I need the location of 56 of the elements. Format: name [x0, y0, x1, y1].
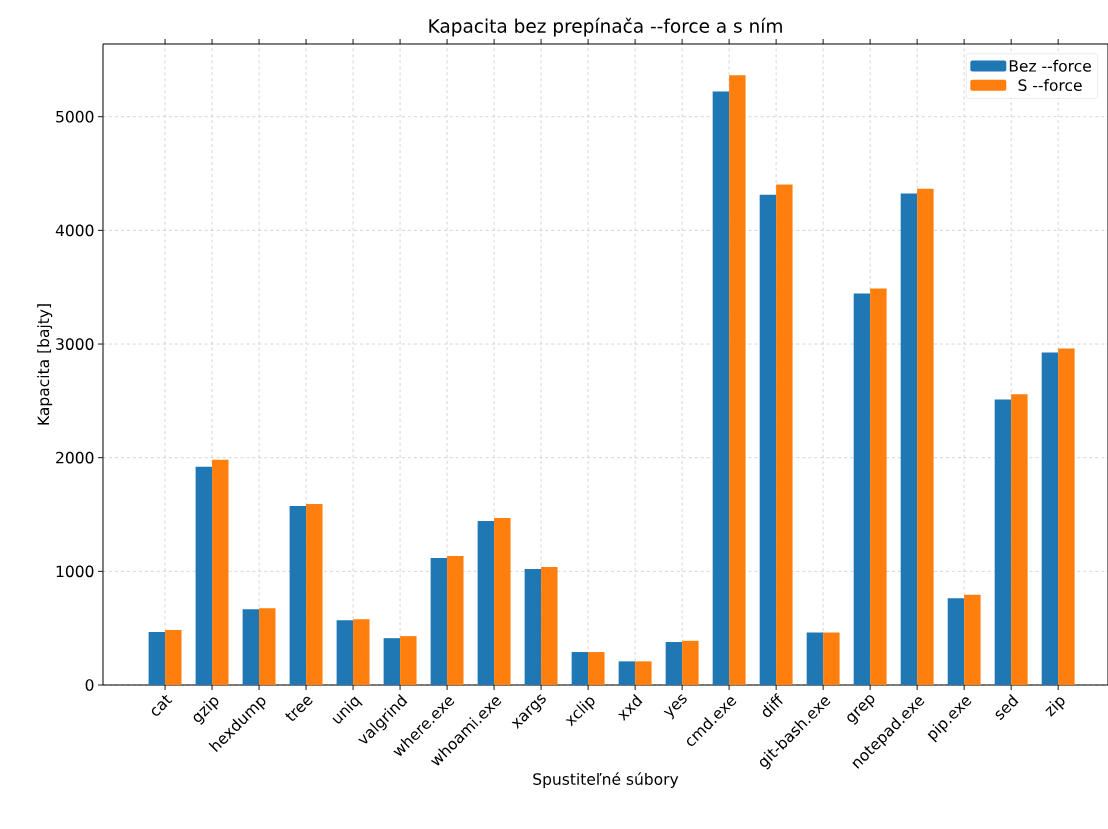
bar: [148, 632, 166, 685]
bar: [242, 609, 260, 685]
y-tick-label: 3000: [56, 338, 94, 350]
bar: [900, 193, 918, 685]
x-tick-label: yes: [663, 694, 687, 720]
bar: [212, 459, 229, 685]
bar: [477, 521, 495, 685]
bar: [947, 598, 965, 685]
bar: [289, 505, 307, 685]
bar: [618, 661, 636, 685]
y-tick-label: 4000: [55, 224, 94, 237]
bar: [571, 652, 589, 685]
legend-label: S --force: [1018, 79, 1082, 92]
bar: [1041, 352, 1059, 685]
bar: [994, 399, 1012, 685]
y-tick-label: 1000: [56, 565, 94, 578]
bar: [853, 293, 871, 685]
bar: [823, 632, 840, 685]
x-tick-label: sed: [995, 694, 1019, 721]
bar: [165, 630, 182, 685]
bar: [336, 620, 354, 685]
x-tick-label: zip: [1045, 697, 1065, 717]
bar: [806, 632, 824, 685]
bar: [400, 636, 417, 685]
x-tick-label: cat: [151, 695, 173, 716]
bar: [353, 619, 370, 685]
bar: [964, 594, 981, 685]
bar: [729, 75, 746, 685]
bar: [759, 194, 777, 685]
y-tick-label: 5000: [56, 110, 94, 123]
bar: [635, 661, 652, 685]
chart-title: Kapacita bez prepínača --force a s ním: [429, 17, 782, 37]
bar: [447, 556, 464, 685]
legend-label: Bez --force: [1009, 59, 1091, 72]
bar: [524, 569, 542, 685]
bar: [1058, 348, 1075, 685]
x-axis-title: Spustiteľné súbory: [533, 772, 679, 788]
bar: [588, 652, 605, 685]
x-tick-label: tree: [285, 696, 313, 721]
bar: [430, 558, 448, 685]
bar: [712, 91, 730, 685]
bar: [917, 188, 934, 685]
y-tick-label: 2000: [56, 451, 94, 464]
bar: [776, 184, 793, 685]
bar: [195, 466, 213, 685]
bar: [870, 288, 887, 685]
bar: [383, 638, 401, 685]
bar: [682, 640, 699, 685]
y-axis-title: Kapacita [bajty]: [37, 304, 53, 425]
bar: [665, 642, 683, 685]
bar: [494, 518, 511, 685]
bar: [306, 503, 323, 685]
bar: [259, 608, 276, 685]
bar: [1011, 394, 1028, 685]
bar: [541, 567, 558, 685]
y-tick-label: 0: [85, 679, 94, 691]
